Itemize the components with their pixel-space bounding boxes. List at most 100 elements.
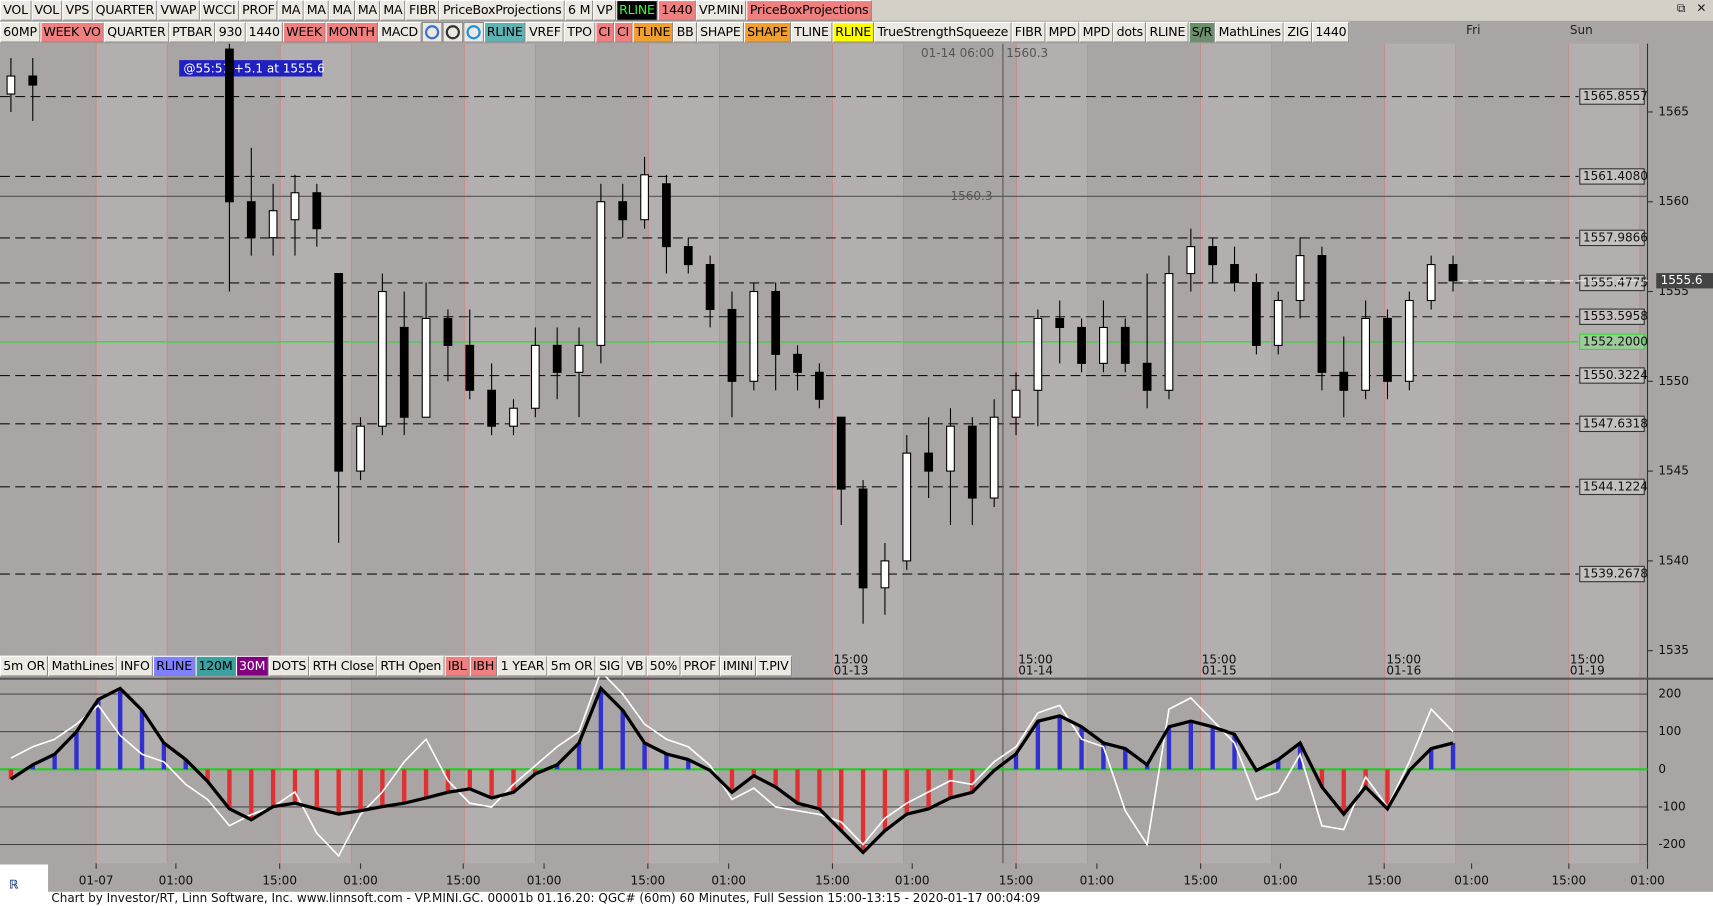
toolbar-button[interactable]: 6 M <box>564 0 594 21</box>
candle-body <box>1077 326 1086 364</box>
toolbar-button[interactable]: VPS <box>62 0 93 21</box>
toolbar-button[interactable]: SHAPE <box>696 21 744 43</box>
toolbar-button[interactable]: TrueStrengthSqueeze <box>874 21 1012 43</box>
toolbar-button[interactable]: RTH Open <box>377 655 445 677</box>
y-tick-label: 1550 <box>1658 374 1689 388</box>
histogram-bar <box>74 731 79 770</box>
toolbar-button[interactable]: VB <box>623 655 647 677</box>
candle-body <box>1208 246 1218 266</box>
candle-body <box>246 201 256 239</box>
toolbar-button[interactable]: VOL <box>0 0 32 21</box>
toolbar-button[interactable]: VOL <box>31 0 63 21</box>
toolbar-button[interactable]: 930 <box>215 21 246 43</box>
toolbar-button[interactable]: TLINE <box>790 21 833 43</box>
toolbar-button[interactable]: VP <box>593 0 616 21</box>
toolbar-button[interactable]: FIBR <box>405 0 440 21</box>
toolbar-button[interactable]: FIBR <box>1011 21 1046 43</box>
toolbar-button[interactable]: IMINI <box>719 655 757 677</box>
tool-icon[interactable] <box>462 21 484 43</box>
toolbar-top: VOL VOL VPS QUARTER VWAP WCCI PROF MA MA MA MA MA FI… <box>0 0 1713 21</box>
toolbar-button[interactable]: MathLines <box>1215 21 1285 43</box>
toolbar-button[interactable]: 1440 <box>658 0 696 21</box>
toolbar-button[interactable]: WEEK VO <box>40 21 104 43</box>
candle-body <box>1426 264 1436 302</box>
toolbar-button[interactable]: IBH <box>469 655 498 677</box>
toolbar-button[interactable]: WCCI <box>199 0 239 21</box>
toolbar-button[interactable]: 1440 <box>1312 21 1350 43</box>
close-button[interactable]: ✕ <box>1696 1 1707 16</box>
toolbar-button[interactable]: IBL <box>444 655 470 677</box>
toolbar-button[interactable]: BB <box>673 21 697 43</box>
toolbar-button[interactable]: DOTS <box>268 655 310 677</box>
toolbar-button[interactable]: 5m OR <box>547 655 596 677</box>
toolbar-button[interactable]: WEEK <box>283 21 326 43</box>
candle-body <box>1230 264 1239 284</box>
toolbar-button[interactable]: VWAP <box>157 0 200 21</box>
toolbar-button[interactable]: MPD <box>1045 21 1080 43</box>
toolbar-button[interactable]: 1 YEAR <box>497 655 548 677</box>
toolbar-button[interactable]: MONTH <box>325 21 378 43</box>
candle-body <box>1011 389 1021 418</box>
toolbar-button[interactable]: CI <box>595 21 614 43</box>
toolbar-button[interactable]: MA <box>380 0 406 21</box>
toolbar-button[interactable]: dots <box>1113 21 1147 43</box>
toolbar-button[interactable]: RLINE <box>615 0 659 21</box>
candle-body <box>618 201 628 221</box>
toolbar-button[interactable]: RLINE <box>483 21 526 43</box>
toolbar-button[interactable]: ZIG <box>1284 21 1313 43</box>
toolbar-button[interactable]: MathLines <box>48 655 118 677</box>
toolbar-button[interactable]: PTBAR <box>168 21 216 43</box>
candle-body <box>487 389 496 427</box>
toolbar-button[interactable]: S/R <box>1188 21 1216 43</box>
toolbar-button[interactable]: 5m OR <box>0 655 49 677</box>
candle-body <box>465 344 475 391</box>
crosshair-label: 1560.3 <box>950 189 992 203</box>
toolbar-button[interactable]: 120M <box>195 655 236 677</box>
toolbar-button[interactable]: PriceBoxProjections <box>439 0 565 21</box>
candle-body <box>1339 371 1349 391</box>
toolbar-button[interactable]: RTH Close <box>309 655 378 677</box>
toolbar-button[interactable]: MPD <box>1079 21 1114 43</box>
toolbar-button[interactable]: PROF <box>238 0 278 21</box>
toolbar-button[interactable]: MA <box>329 0 355 21</box>
toolbar-button[interactable]: PriceBoxProjections <box>746 0 872 21</box>
window-controls[interactable]: ⧉ ✕ <box>1677 1 1707 16</box>
toolbar-button[interactable]: MACD <box>377 21 422 43</box>
toolbar-button[interactable]: T.PIV <box>756 655 792 677</box>
toolbar-button[interactable]: SIG <box>595 655 624 677</box>
toolbar-button[interactable]: CI <box>613 21 633 43</box>
toolbar-button[interactable]: MA <box>277 0 304 21</box>
toolbar-button[interactable]: SHAPE <box>743 21 791 43</box>
toolbar-button[interactable]: MA <box>303 0 330 21</box>
histogram-bar <box>860 769 866 853</box>
toolbar-button[interactable]: VREF <box>525 21 565 43</box>
restore-button[interactable]: ⧉ <box>1676 1 1686 16</box>
x-tick-label: 01:00 <box>895 873 930 887</box>
candle-body <box>552 344 562 373</box>
day-label: Fri <box>1466 23 1480 37</box>
toolbar-button[interactable]: INFO <box>117 655 153 677</box>
toolbar-button[interactable]: PROF <box>680 655 720 677</box>
histogram-bar <box>1101 742 1106 770</box>
toolbar-button[interactable]: MA <box>354 0 381 21</box>
time-label: 15:00 <box>1570 653 1605 667</box>
toolbar-button[interactable]: VP.MINI <box>695 0 747 21</box>
date-label: 01-19 <box>1570 664 1605 678</box>
tool-icon[interactable] <box>421 21 443 43</box>
toolbar-button[interactable]: QUARTER <box>103 21 169 43</box>
histogram-bar <box>30 764 35 770</box>
toolbar-button[interactable]: RLINE <box>1146 21 1189 43</box>
tool-icon[interactable] <box>442 21 463 43</box>
histogram-bar <box>533 769 538 774</box>
x-tick-label: 15:00 <box>1183 873 1218 887</box>
indicator-line <box>10 669 1454 858</box>
toolbar-button[interactable]: 60MP <box>0 21 41 43</box>
toolbar-button[interactable]: RLINE <box>832 21 875 43</box>
toolbar-button[interactable]: RLINE <box>152 655 196 677</box>
toolbar-button[interactable]: TPO <box>564 21 596 43</box>
toolbar-button[interactable]: TLINE <box>632 21 674 43</box>
toolbar-button[interactable]: 1440 <box>245 21 284 43</box>
toolbar-button[interactable]: QUARTER <box>92 0 158 21</box>
toolbar-button[interactable]: 50% <box>646 655 681 677</box>
toolbar-button[interactable]: 30M <box>235 655 269 677</box>
